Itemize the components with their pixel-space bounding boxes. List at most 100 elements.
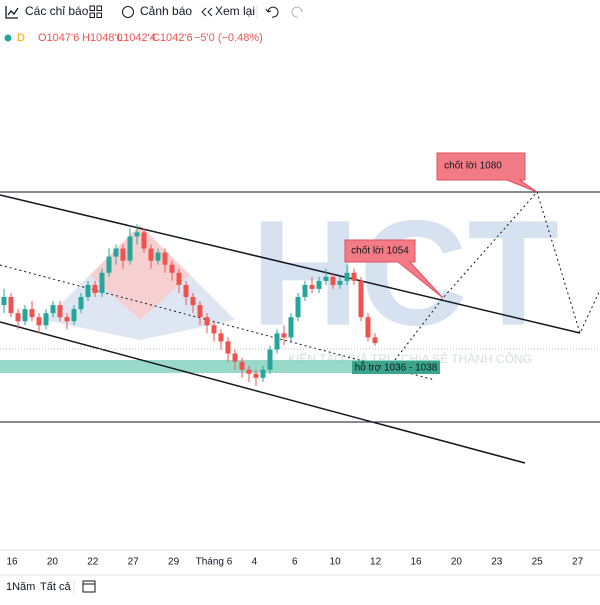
candle-body bbox=[78, 297, 84, 310]
alerts-label: Cảnh báo bbox=[140, 4, 192, 18]
candle-body bbox=[218, 333, 224, 342]
candle-body bbox=[302, 284, 308, 298]
candle-body bbox=[64, 317, 70, 322]
ohlc-legend: O1047'6 H1048'0 L1042'4 C1042'6 −5'0 (−0… bbox=[38, 32, 263, 44]
candle-body bbox=[316, 280, 322, 289]
candle-body bbox=[71, 309, 77, 322]
candle-body bbox=[295, 297, 301, 318]
candle-body bbox=[358, 280, 364, 318]
candle-body bbox=[344, 272, 350, 281]
candle-body bbox=[211, 325, 217, 334]
time-tick-label: 20 bbox=[47, 557, 59, 568]
candle-body bbox=[288, 317, 294, 338]
candle-body bbox=[134, 232, 140, 237]
logo-diamond bbox=[45, 225, 235, 340]
time-tick-label: 27 bbox=[128, 557, 140, 568]
time-tick-label: 4 bbox=[252, 557, 258, 568]
candle-body bbox=[22, 309, 28, 322]
range-all[interactable]: Tất cả bbox=[40, 581, 71, 593]
time-tick-label: 20 bbox=[451, 557, 463, 568]
time-tick-label: 25 bbox=[532, 557, 544, 568]
candle-body bbox=[309, 284, 315, 289]
candle-body bbox=[50, 305, 56, 314]
time-tick-label: 16 bbox=[410, 557, 422, 568]
candle-body bbox=[372, 337, 378, 344]
candle-body bbox=[8, 297, 14, 314]
time-tick-label: 16 bbox=[6, 557, 18, 568]
candle-body bbox=[57, 305, 63, 318]
candle-body bbox=[183, 284, 189, 298]
callout-1080-text: chốt lời 1080 bbox=[444, 160, 502, 172]
legend-open: O1047'6 bbox=[38, 32, 79, 44]
watermark: HCT KIẾN TẠO GIÁ TRỊ - CHIA SẺ THÀNH CÔN… bbox=[45, 189, 559, 366]
indicators-button[interactable]: Các chỉ báo bbox=[5, 4, 89, 19]
undo-button[interactable] bbox=[265, 6, 279, 18]
candle-body bbox=[141, 232, 147, 249]
candle-body bbox=[281, 333, 287, 338]
layout-button[interactable] bbox=[89, 5, 102, 18]
logo-diamond-inner bbox=[90, 225, 190, 320]
time-tick-label: 29 bbox=[168, 557, 180, 568]
legend-close: C1042'6 bbox=[152, 32, 193, 44]
candle-body bbox=[99, 272, 105, 293]
candle-body bbox=[29, 309, 35, 318]
candle-body bbox=[36, 317, 42, 326]
candle-body bbox=[155, 252, 161, 261]
candle-body bbox=[351, 272, 357, 281]
candle-body bbox=[120, 248, 126, 261]
watermark-logo: HCT bbox=[251, 189, 559, 357]
candle-body bbox=[253, 373, 259, 378]
status-dot bbox=[4, 34, 12, 42]
candle-body bbox=[197, 305, 203, 318]
time-axis: 16 20 22 27 29 Tháng 6 4 6 10 12 16 20 23 25 27 bbox=[6, 557, 583, 568]
legend-change: −5'0 (−0.48%) bbox=[194, 32, 263, 44]
candle-body bbox=[225, 341, 231, 354]
support-label-box bbox=[352, 361, 440, 374]
date-range-button[interactable] bbox=[82, 580, 96, 593]
candle-body bbox=[190, 297, 196, 306]
candle-body bbox=[323, 276, 329, 281]
redo-button[interactable] bbox=[291, 6, 303, 18]
candle-body bbox=[337, 280, 343, 285]
candle-body bbox=[365, 317, 371, 338]
replay-label: Xem lại bbox=[215, 4, 255, 18]
indicators-label: Các chỉ báo bbox=[25, 4, 89, 18]
candle-body bbox=[330, 276, 336, 285]
candle-body bbox=[246, 369, 252, 374]
lower-channel bbox=[0, 321, 526, 464]
candle-body bbox=[267, 349, 273, 370]
candle-body bbox=[204, 317, 210, 326]
time-tick-label: 12 bbox=[370, 557, 382, 568]
range-1y[interactable]: 1Năm bbox=[6, 581, 35, 593]
legend-high: H1048'0 bbox=[82, 32, 123, 44]
upper-channel bbox=[0, 194, 581, 334]
time-tick-label: 6 bbox=[292, 557, 298, 568]
support-zone bbox=[0, 360, 440, 373]
candle-body bbox=[148, 248, 154, 261]
legend-low: L1042'4 bbox=[117, 32, 156, 44]
alerts-button[interactable]: Cảnh báo bbox=[122, 4, 193, 18]
candle-body bbox=[239, 361, 245, 370]
candle-body bbox=[127, 236, 133, 261]
candles bbox=[1, 224, 378, 386]
candle-body bbox=[274, 333, 280, 350]
candle-body bbox=[176, 272, 182, 285]
replay-button[interactable]: Xem lại bbox=[201, 4, 255, 18]
candle-body bbox=[1, 297, 7, 306]
candle-body bbox=[15, 313, 21, 322]
candle-body bbox=[106, 256, 112, 273]
support-label: hỗ trợ 1036 - 1038 bbox=[355, 361, 438, 374]
candle-body bbox=[113, 248, 119, 257]
interval: D bbox=[17, 32, 25, 44]
candle-body bbox=[169, 264, 175, 273]
candle-body bbox=[162, 252, 168, 265]
candle-body bbox=[85, 284, 91, 298]
candle-body bbox=[260, 369, 266, 378]
candle-body bbox=[92, 284, 98, 293]
time-tick-label: Tháng 6 bbox=[196, 557, 233, 568]
callout-1080: chốt lời 1080 bbox=[436, 152, 538, 193]
time-tick-label: 27 bbox=[572, 557, 584, 568]
callout-1054: chốt lời 1054 bbox=[344, 239, 444, 299]
time-tick-label: 10 bbox=[330, 557, 342, 568]
